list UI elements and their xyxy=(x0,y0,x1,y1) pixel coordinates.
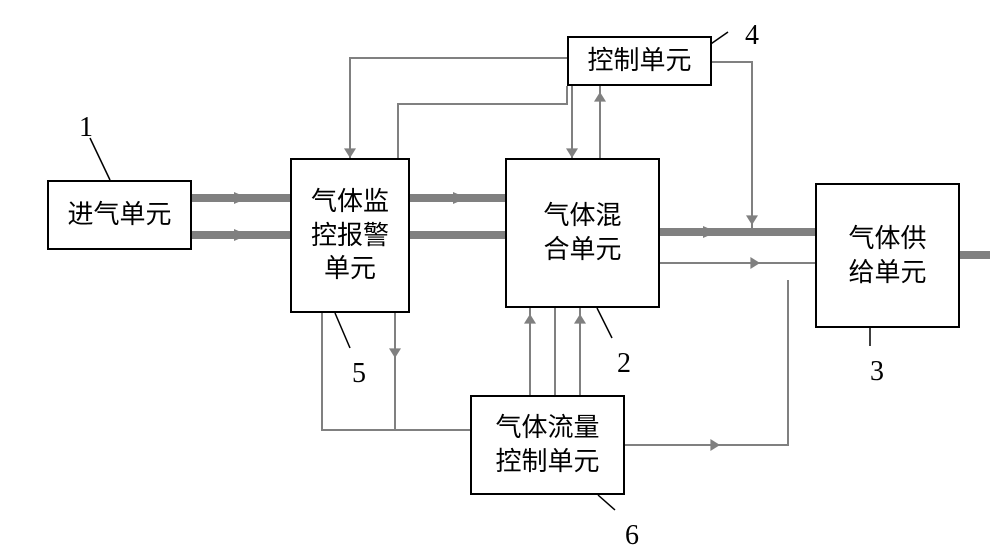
gas-mixing-unit-label: 气体混合单元 xyxy=(543,199,621,267)
gas-flow-control-block: 气体流量控制单元 xyxy=(470,395,625,495)
gas-system-block-diagram: 进气单元 气体监控报警单元 气体混合单元 控制单元 气体流量控制单元 气体供给单… xyxy=(0,0,1000,545)
gas-monitor-alarm-label: 气体监控报警单元 xyxy=(311,185,389,286)
gas-mixing-unit-block: 气体混合单元 xyxy=(505,158,660,308)
gas-flow-control-label: 气体流量控制单元 xyxy=(495,411,599,479)
control-unit-block: 控制单元 xyxy=(567,36,712,86)
callout-1: 1 xyxy=(79,112,93,144)
callout-6: 6 xyxy=(625,520,639,552)
callout-3: 3 xyxy=(870,356,884,388)
gas-supply-unit-label: 气体供给单元 xyxy=(848,222,926,290)
callout-2: 2 xyxy=(617,348,631,380)
callout-5: 5 xyxy=(352,358,366,390)
intake-unit-block: 进气单元 xyxy=(47,180,192,250)
intake-unit-label: 进气单元 xyxy=(67,198,171,232)
control-unit-label: 控制单元 xyxy=(587,44,691,78)
callout-4: 4 xyxy=(745,20,759,52)
gas-supply-unit-block: 气体供给单元 xyxy=(815,183,960,328)
gas-monitor-alarm-block: 气体监控报警单元 xyxy=(290,158,410,313)
